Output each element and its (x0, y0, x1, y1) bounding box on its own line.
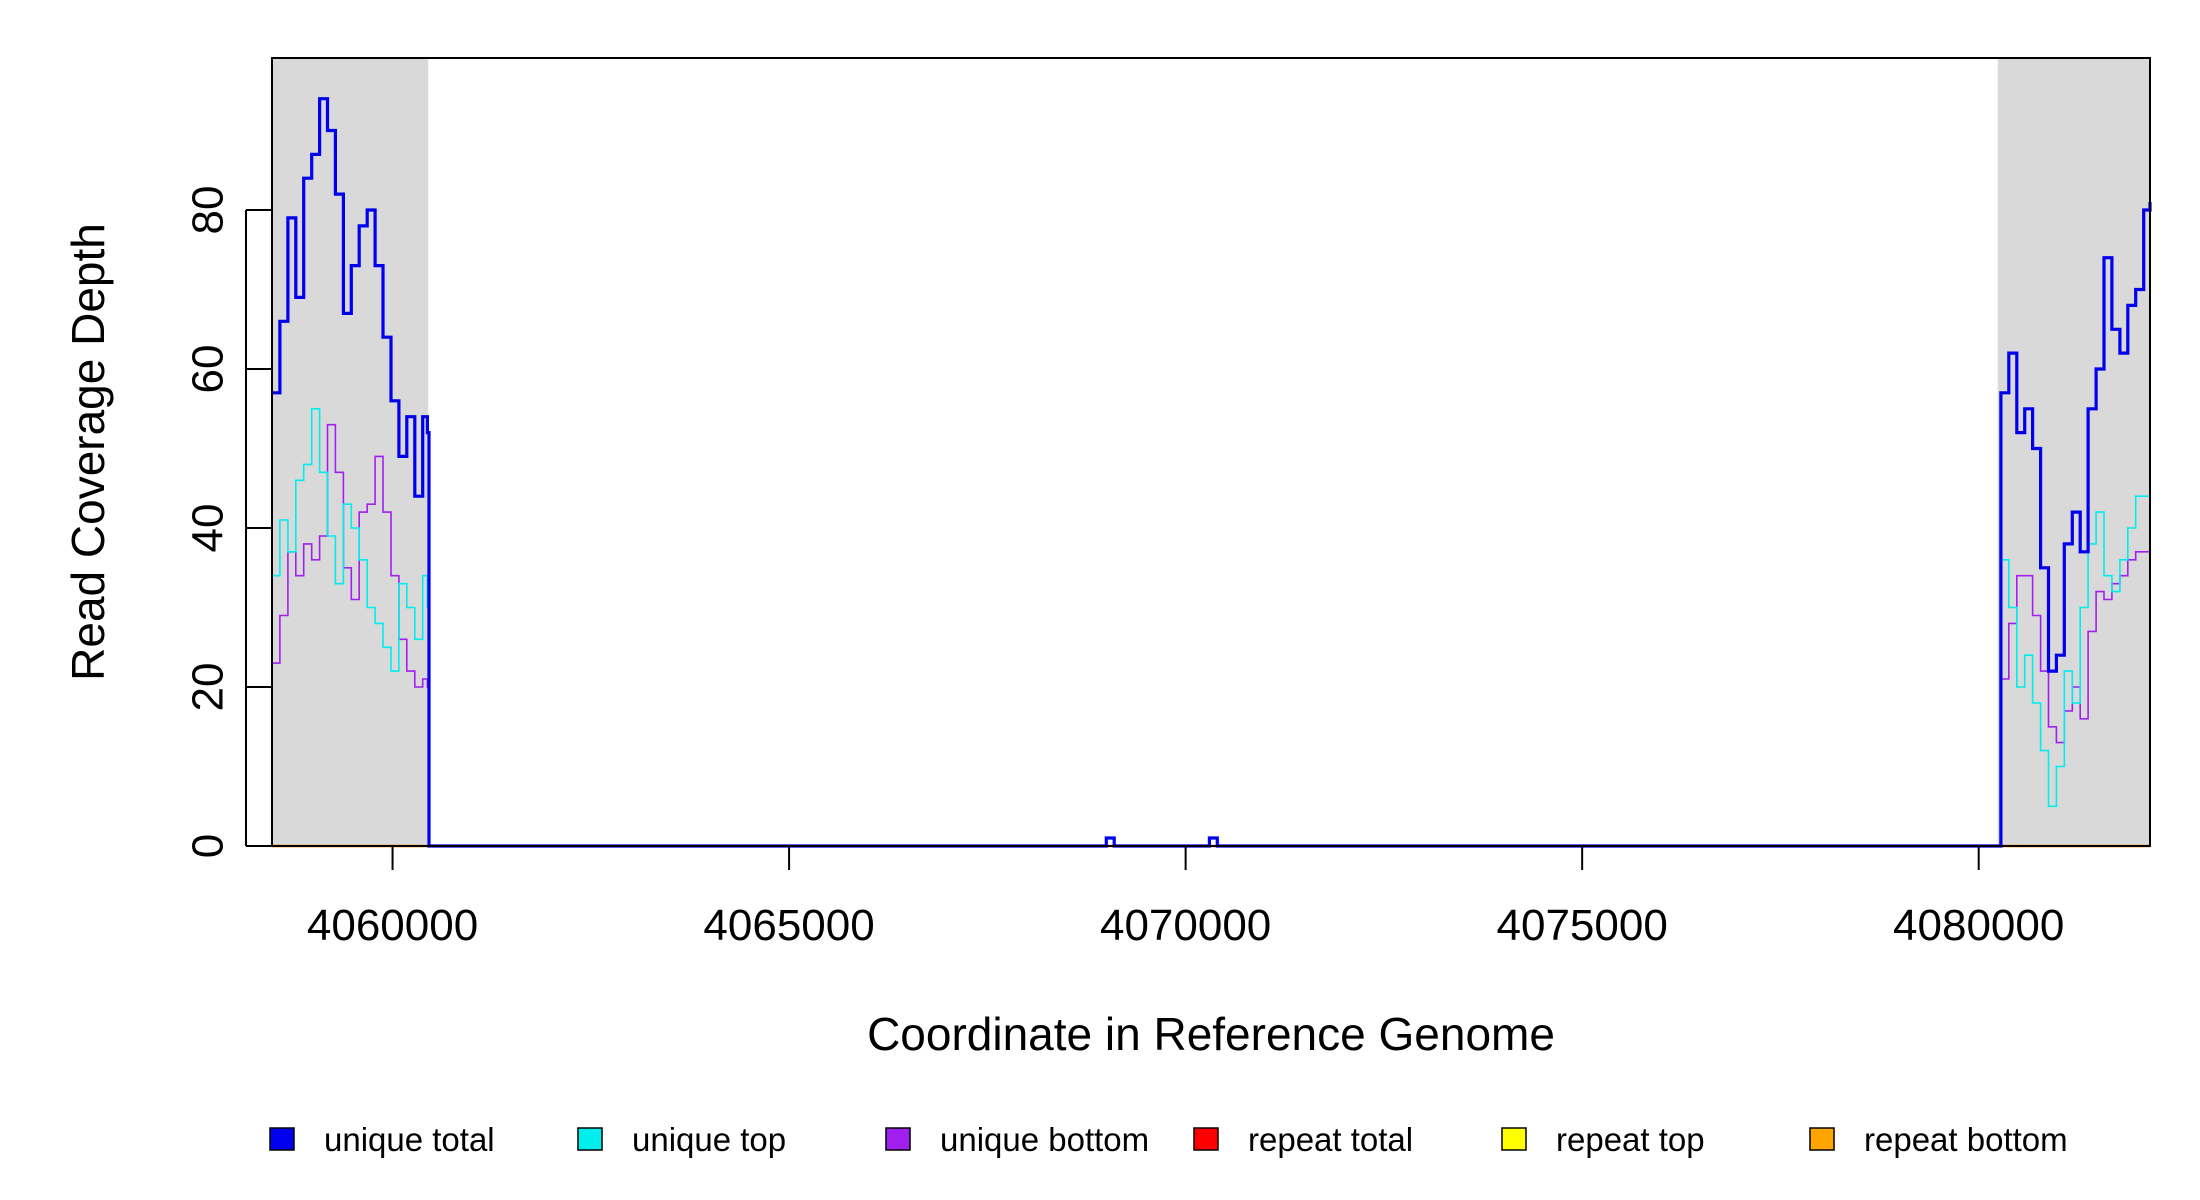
legend-label-repeat-bottom: repeat bottom (1864, 1121, 2068, 1158)
legend-swatch-repeat-top (1501, 1127, 1527, 1151)
y-tick-label: 60 (184, 345, 233, 394)
y-axis: 0 20 40 60 80 (184, 186, 272, 858)
x-tick-label: 4080000 (1893, 901, 2064, 950)
series-unique-top (272, 408, 2150, 847)
series-unique-total (272, 97, 2152, 848)
x-axis: 4060000 4065000 4070000 4075000 4080000 (307, 845, 2064, 950)
y-tick-label: 80 (184, 186, 233, 235)
legend-label-repeat-total: repeat total (1248, 1121, 1413, 1158)
x-axis-title: Coordinate in Reference Genome (867, 1008, 1555, 1060)
legend-swatch-repeat-total (1193, 1127, 1219, 1151)
legend-label-unique-top: unique top (632, 1121, 786, 1158)
y-tick-label: 0 (184, 834, 233, 858)
shaded-region-2 (1997, 58, 2150, 846)
x-tick-label: 4065000 (703, 901, 874, 950)
legend-label-unique-total: unique total (324, 1121, 495, 1158)
legend-swatch-unique-top (577, 1127, 603, 1151)
y-tick-label: 20 (184, 663, 233, 712)
shaded-region-1 (272, 58, 429, 846)
legend-label-unique-bottom: unique bottom (940, 1121, 1149, 1158)
x-tick-label: 4075000 (1497, 901, 1668, 950)
legend-swatch-repeat-bottom (1809, 1127, 1835, 1151)
x-tick-label: 4070000 (1100, 901, 1271, 950)
x-tick-label: 4060000 (307, 901, 478, 950)
legend: unique total unique top unique bottom repea… (269, 1121, 2068, 1158)
shaded-regions (272, 58, 2150, 846)
plot-frame (271, 57, 2151, 847)
legend-swatch-unique-bottom (885, 1127, 911, 1151)
legend-swatch-unique-total (269, 1127, 295, 1151)
y-tick-label: 40 (184, 504, 233, 553)
legend-label-repeat-top: repeat top (1556, 1121, 1705, 1158)
series-unique-bottom (272, 423, 2150, 847)
series-layer (272, 97, 2152, 848)
y-axis-title: Read Coverage Depth (62, 223, 114, 681)
